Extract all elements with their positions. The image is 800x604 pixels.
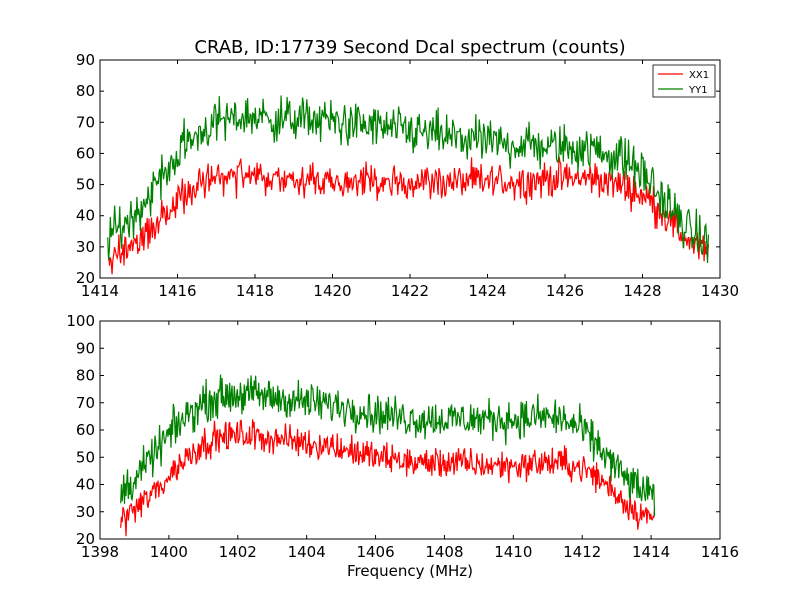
x-tick-label: 1410 [494,543,532,561]
y-tick-label: 20 [76,530,95,548]
series-line-yy1-panel-2 [120,374,656,517]
figure-title: CRAB, ID:17739 Second Dcal spectrum (cou… [194,37,625,58]
x-tick-label: 1414 [81,282,119,300]
x-tick-label: 1408 [425,543,463,561]
y-tick-label: 70 [76,113,95,131]
y-tick-label: 90 [76,51,95,69]
x-tick-label: 1428 [623,282,661,300]
series-line-yy1-panel-1 [107,95,709,264]
y-tick-label: 100 [66,312,95,330]
legend-label-xx1: XX1 [689,70,709,81]
x-tick-label: 1420 [313,282,351,300]
x-tick-label: 1406 [356,543,394,561]
x-tick-label: 1402 [219,543,257,561]
y-tick-label: 30 [76,238,95,256]
y-tick-label: 50 [76,448,95,466]
y-tick-label: 30 [76,503,95,521]
series-line-xx1-panel-2 [120,419,656,537]
y-tick-label: 60 [76,144,95,162]
y-tick-label: 80 [76,82,95,100]
x-tick-label: 1422 [391,282,429,300]
x-tick-label: 1416 [701,543,739,561]
x-tick-label: 1398 [81,543,119,561]
x-tick-label: 1430 [701,282,739,300]
x-tick-label: 1418 [236,282,274,300]
legend-label-yy1: YY1 [688,85,708,96]
y-tick-label: 40 [76,207,95,225]
x-tick-label: 1412 [563,543,601,561]
y-tick-label: 90 [76,339,95,357]
y-tick-label: 50 [76,176,95,194]
series-line-xx1-panel-1 [107,156,709,275]
y-tick-label: 40 [76,476,95,494]
y-tick-label: 60 [76,421,95,439]
x-tick-label: 1426 [546,282,584,300]
y-tick-label: 80 [76,367,95,385]
panel-2: 1398 1400 1402 1404 1406 1408 1410 1412 1414 1416… [66,312,739,580]
legend-box [652,64,716,98]
x-axis-label: Frequency (MHz) [347,562,473,580]
x-tick-label: 1424 [468,282,506,300]
x-tick-label: 1404 [288,543,326,561]
panel-1: 1414 1416 1418 1420 1422 1424 1426 1428 1430 20 30… [76,51,739,300]
x-tick-label: 1400 [150,543,188,561]
y-tick-label: 70 [76,394,95,412]
x-tick-label: 1414 [632,543,670,561]
y-tick-label: 20 [76,269,95,287]
x-tick-label: 1416 [158,282,196,300]
